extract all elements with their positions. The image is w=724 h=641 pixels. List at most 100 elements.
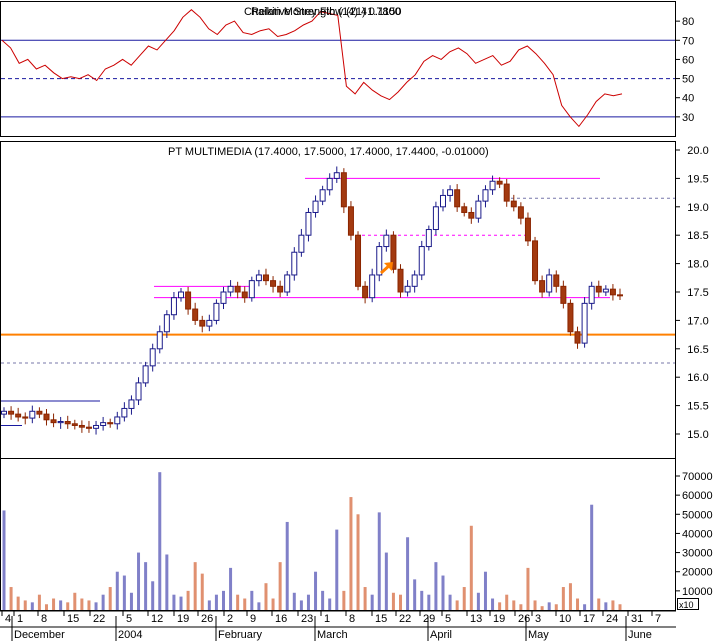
candle (539, 275, 546, 298)
price-candles (1, 166, 623, 435)
x-tick-label-27: 7 (655, 613, 661, 625)
volume-bar (476, 592, 480, 610)
candle (142, 361, 149, 387)
volume-bar (200, 573, 204, 610)
volume-bar (306, 594, 310, 610)
x-tick-label-2: 8 (41, 613, 47, 625)
volume-bar (597, 598, 601, 610)
candle (121, 402, 128, 422)
x-tick-label-18: 5 (445, 613, 451, 625)
price-tick-label-8: 19.0 (687, 202, 708, 214)
volume-multiplier-box (677, 598, 699, 610)
volume-bar (16, 596, 20, 610)
volume-tick-label-0: 10000 (682, 586, 713, 598)
volume-bar (257, 602, 261, 610)
volume-tick-label-2: 30000 (682, 548, 713, 560)
volume-bar (186, 590, 190, 610)
candle (64, 415, 71, 429)
candle (107, 418, 114, 428)
candle (574, 326, 581, 349)
volume-bar (165, 554, 169, 610)
volume-bar (271, 598, 275, 610)
volume-bar (413, 579, 417, 610)
volume-tick-label-3: 40000 (682, 528, 713, 540)
volume-bar (406, 537, 410, 610)
candle (93, 420, 100, 435)
volume-bar (604, 602, 608, 610)
candle (170, 292, 177, 320)
candle (362, 281, 369, 304)
candle (36, 407, 43, 419)
volume-bar (611, 600, 615, 610)
volume-bar (512, 600, 516, 610)
volume-tick-label-1: 20000 (682, 567, 713, 579)
indicator-y-ticks: 30 40 50 60 70 80 (676, 16, 694, 124)
volume-bar (122, 575, 126, 610)
x-tick-label-14: 8 (349, 613, 355, 625)
candle (29, 405, 36, 424)
orange-arrow-annotation (379, 262, 393, 275)
x-axis: 4 1 8 15 22 5 12 19 26 2 9 16 23 1 8 15 22 29 5 13 19 26 3 10 17… (0, 610, 676, 641)
candle (425, 225, 432, 251)
candle (178, 288, 185, 302)
candle (567, 299, 574, 336)
price-tick-label-0: 15.0 (687, 429, 708, 441)
x-tick-label-4: 22 (93, 613, 105, 625)
month-label-4: April (430, 629, 452, 641)
candle (439, 189, 446, 212)
volume-bar (101, 594, 105, 610)
candle (581, 297, 588, 348)
candle (213, 299, 220, 325)
volume-bar (590, 504, 594, 610)
volume-bar (583, 604, 587, 610)
volume-bar (356, 514, 360, 610)
x-tick-label-5: 5 (126, 613, 132, 625)
candle (383, 229, 390, 252)
price-tick-label-7: 18.5 (687, 230, 708, 242)
indicator-tick-label-4: 70 (682, 35, 694, 47)
volume-bar (221, 590, 225, 610)
x-tick-label-17: 29 (423, 613, 435, 625)
candle (114, 411, 121, 430)
candle (524, 212, 531, 246)
volume-bar (427, 594, 431, 610)
volume-bar (561, 587, 565, 610)
price-tick-label-1: 15.5 (687, 401, 708, 413)
volume-bar (243, 598, 247, 610)
price-tick-label-9: 19.5 (687, 173, 708, 185)
volume-bar (391, 592, 395, 610)
candle (8, 406, 15, 420)
volume-multiplier-label: x10 (679, 600, 694, 610)
indicator-line (1, 9, 623, 128)
volume-bar (108, 587, 112, 610)
candle (355, 231, 362, 291)
volume-bar (66, 602, 70, 610)
candle (553, 270, 560, 293)
volume-bar (576, 598, 580, 610)
volume-bar (342, 590, 346, 610)
volume-bar (469, 525, 473, 610)
month-label-0: December (14, 629, 65, 641)
candle (149, 343, 156, 372)
volume-bar (299, 600, 303, 610)
price-tick-label-10: 20.0 (687, 145, 708, 157)
candle (496, 177, 503, 189)
price-tick-label-6: 18.0 (687, 259, 708, 271)
candle (532, 236, 539, 285)
volume-bar (434, 562, 438, 610)
panel-frames (0, 1, 676, 611)
volume-bar (420, 590, 424, 610)
candle (411, 270, 418, 293)
candle (1, 407, 7, 419)
candle (468, 207, 475, 224)
volume-bar (179, 596, 183, 610)
x-tick-label-22: 3 (535, 613, 541, 625)
volume-bar (448, 594, 452, 610)
candle (206, 314, 213, 332)
candle (461, 202, 468, 217)
price-tick-label-4: 17.0 (687, 315, 708, 327)
volume-bar (441, 575, 445, 610)
x-tick-label-24: 17 (583, 613, 595, 625)
x-tick-label-11: 16 (275, 613, 287, 625)
candle (277, 280, 284, 298)
